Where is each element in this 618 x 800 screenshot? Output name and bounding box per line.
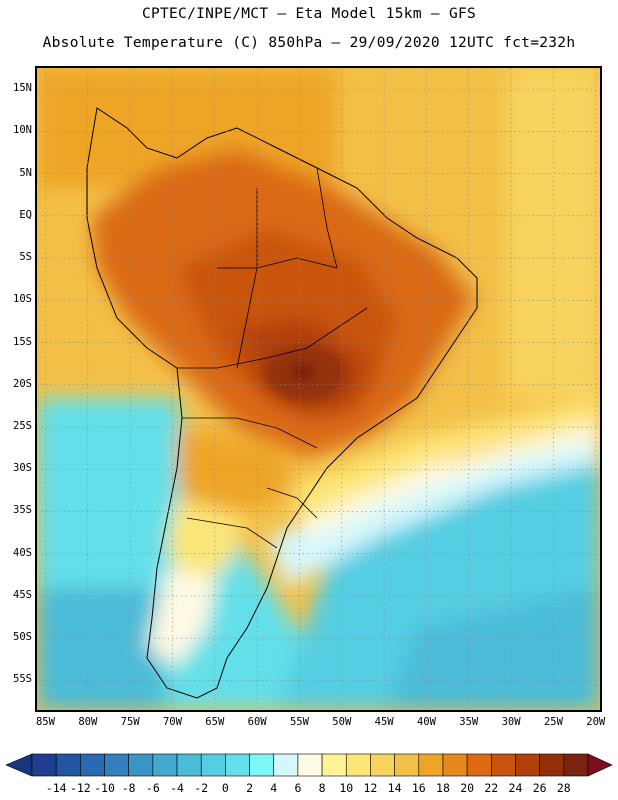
- colorbar-tick-label: 0: [221, 781, 229, 795]
- lat-tick-label: 35S: [13, 504, 32, 517]
- colorbar-cell: [345, 753, 371, 777]
- lat-tick-label: 10S: [13, 293, 32, 306]
- lat-tick-label: 10N: [13, 124, 32, 137]
- lat-tick-label: 5N: [19, 166, 32, 179]
- colorbar-cell: [104, 753, 129, 777]
- lat-tick-label: 20S: [13, 377, 32, 390]
- colorbar-cell: [442, 753, 468, 777]
- lon-tick-label: 70W: [162, 716, 182, 728]
- colorbar-cell: [515, 753, 540, 777]
- colorbar-tick-label: 22: [484, 781, 499, 795]
- colorbar-cell: [200, 753, 226, 777]
- lon-tick-label: 40W: [416, 716, 436, 728]
- colorbar-tick-label: 18: [436, 781, 450, 795]
- colorbar-tick-label: 6: [294, 781, 302, 795]
- lon-tick-label: 20W: [586, 716, 606, 728]
- colorbar-tick-label: -2: [194, 781, 209, 795]
- colorbar-cell: [273, 753, 299, 777]
- colorbar-cell: [491, 753, 516, 777]
- lon-tick-label: 45W: [374, 716, 394, 728]
- colorbar-tick-label: 4: [270, 781, 278, 795]
- colorbar-cell: [176, 753, 202, 777]
- title-line-2: Absolute Temperature (C) 850hPa – 29/09/…: [42, 35, 576, 51]
- colorbar-cell: [128, 753, 154, 777]
- coastline: [86, 107, 478, 699]
- colorbar-tick-label: -14: [45, 781, 67, 795]
- colorbar-tick-label: 8: [318, 781, 326, 795]
- lat-tick-label: 30S: [13, 462, 32, 475]
- colorbar-cell: [370, 753, 395, 777]
- colorbar-cell: [249, 753, 275, 777]
- colorbar: [5, 753, 613, 777]
- lat-tick-label: 15S: [13, 335, 32, 348]
- lat-lon-grid: [37, 68, 600, 710]
- colorbar-tick-label: -6: [145, 781, 160, 795]
- lat-tick-label: 50S: [13, 631, 32, 644]
- lat-tick-label: 45S: [13, 588, 32, 601]
- lat-tick-label: 25S: [13, 420, 32, 432]
- colorbar-cell: [321, 753, 347, 777]
- colorbar-tick-label: 14: [387, 781, 402, 795]
- colorbar-tick-label: -10: [94, 781, 115, 795]
- colorbar-tick-label: 2: [246, 781, 254, 795]
- lon-tick-label: 25W: [543, 716, 563, 728]
- lat-tick-label: 15N: [13, 82, 32, 95]
- lat-tick-label: 5S: [19, 251, 32, 264]
- colorbar-cell: [466, 753, 492, 777]
- lon-tick-label: 35W: [459, 716, 479, 728]
- lat-tick-label: EQ: [19, 208, 32, 221]
- lon-tick-label: 85W: [35, 716, 55, 728]
- colorbar-cell: [55, 753, 81, 777]
- colorbar-over-arrow: [587, 753, 613, 777]
- lon-tick-label: 65W: [205, 716, 225, 728]
- lon-tick-label: 55W: [289, 716, 309, 728]
- colorbar-tick-label: -4: [170, 781, 184, 795]
- colorbar-tick-label: 20: [460, 781, 475, 795]
- lon-tick-label: 60W: [247, 716, 267, 728]
- colorbar-tick-label: 10: [339, 781, 354, 795]
- colorbar-cell: [152, 753, 178, 777]
- lon-tick-label: 50W: [332, 716, 352, 728]
- colorbar-cell: [80, 753, 105, 777]
- lon-tick-label: 75W: [120, 716, 140, 728]
- colorbar-tick-label: 28: [556, 781, 571, 795]
- lat-tick-label: 40S: [13, 546, 32, 559]
- title-line-1: CPTEC/INPE/MCT – Eta Model 15km – GFS: [141, 6, 477, 22]
- colorbar-tick-label: 12: [363, 781, 378, 795]
- colorbar-cell: [225, 753, 250, 777]
- colorbar-cell: [297, 753, 323, 777]
- lat-tick-label: 55S: [13, 673, 32, 686]
- colorbar-tick-label: 24: [508, 781, 523, 795]
- colorbar-tick-label: 26: [532, 781, 547, 795]
- lon-tick-label: 80W: [78, 716, 98, 728]
- colorbar-cell: [394, 753, 420, 777]
- colorbar-cell: [563, 753, 589, 777]
- colorbar-tick-label: -8: [121, 781, 136, 795]
- colorbar-tick-label: -12: [69, 781, 91, 795]
- temperature-hotspot: [265, 345, 345, 401]
- colorbar-under-arrow: [5, 753, 33, 777]
- colorbar-tick-label: 16: [411, 781, 426, 795]
- lon-tick-label: 30W: [501, 716, 521, 728]
- colorbar-cell: [539, 753, 565, 777]
- colorbar-cell: [418, 753, 444, 777]
- colorbar-cell: [31, 753, 57, 777]
- temperature-map: [35, 66, 602, 712]
